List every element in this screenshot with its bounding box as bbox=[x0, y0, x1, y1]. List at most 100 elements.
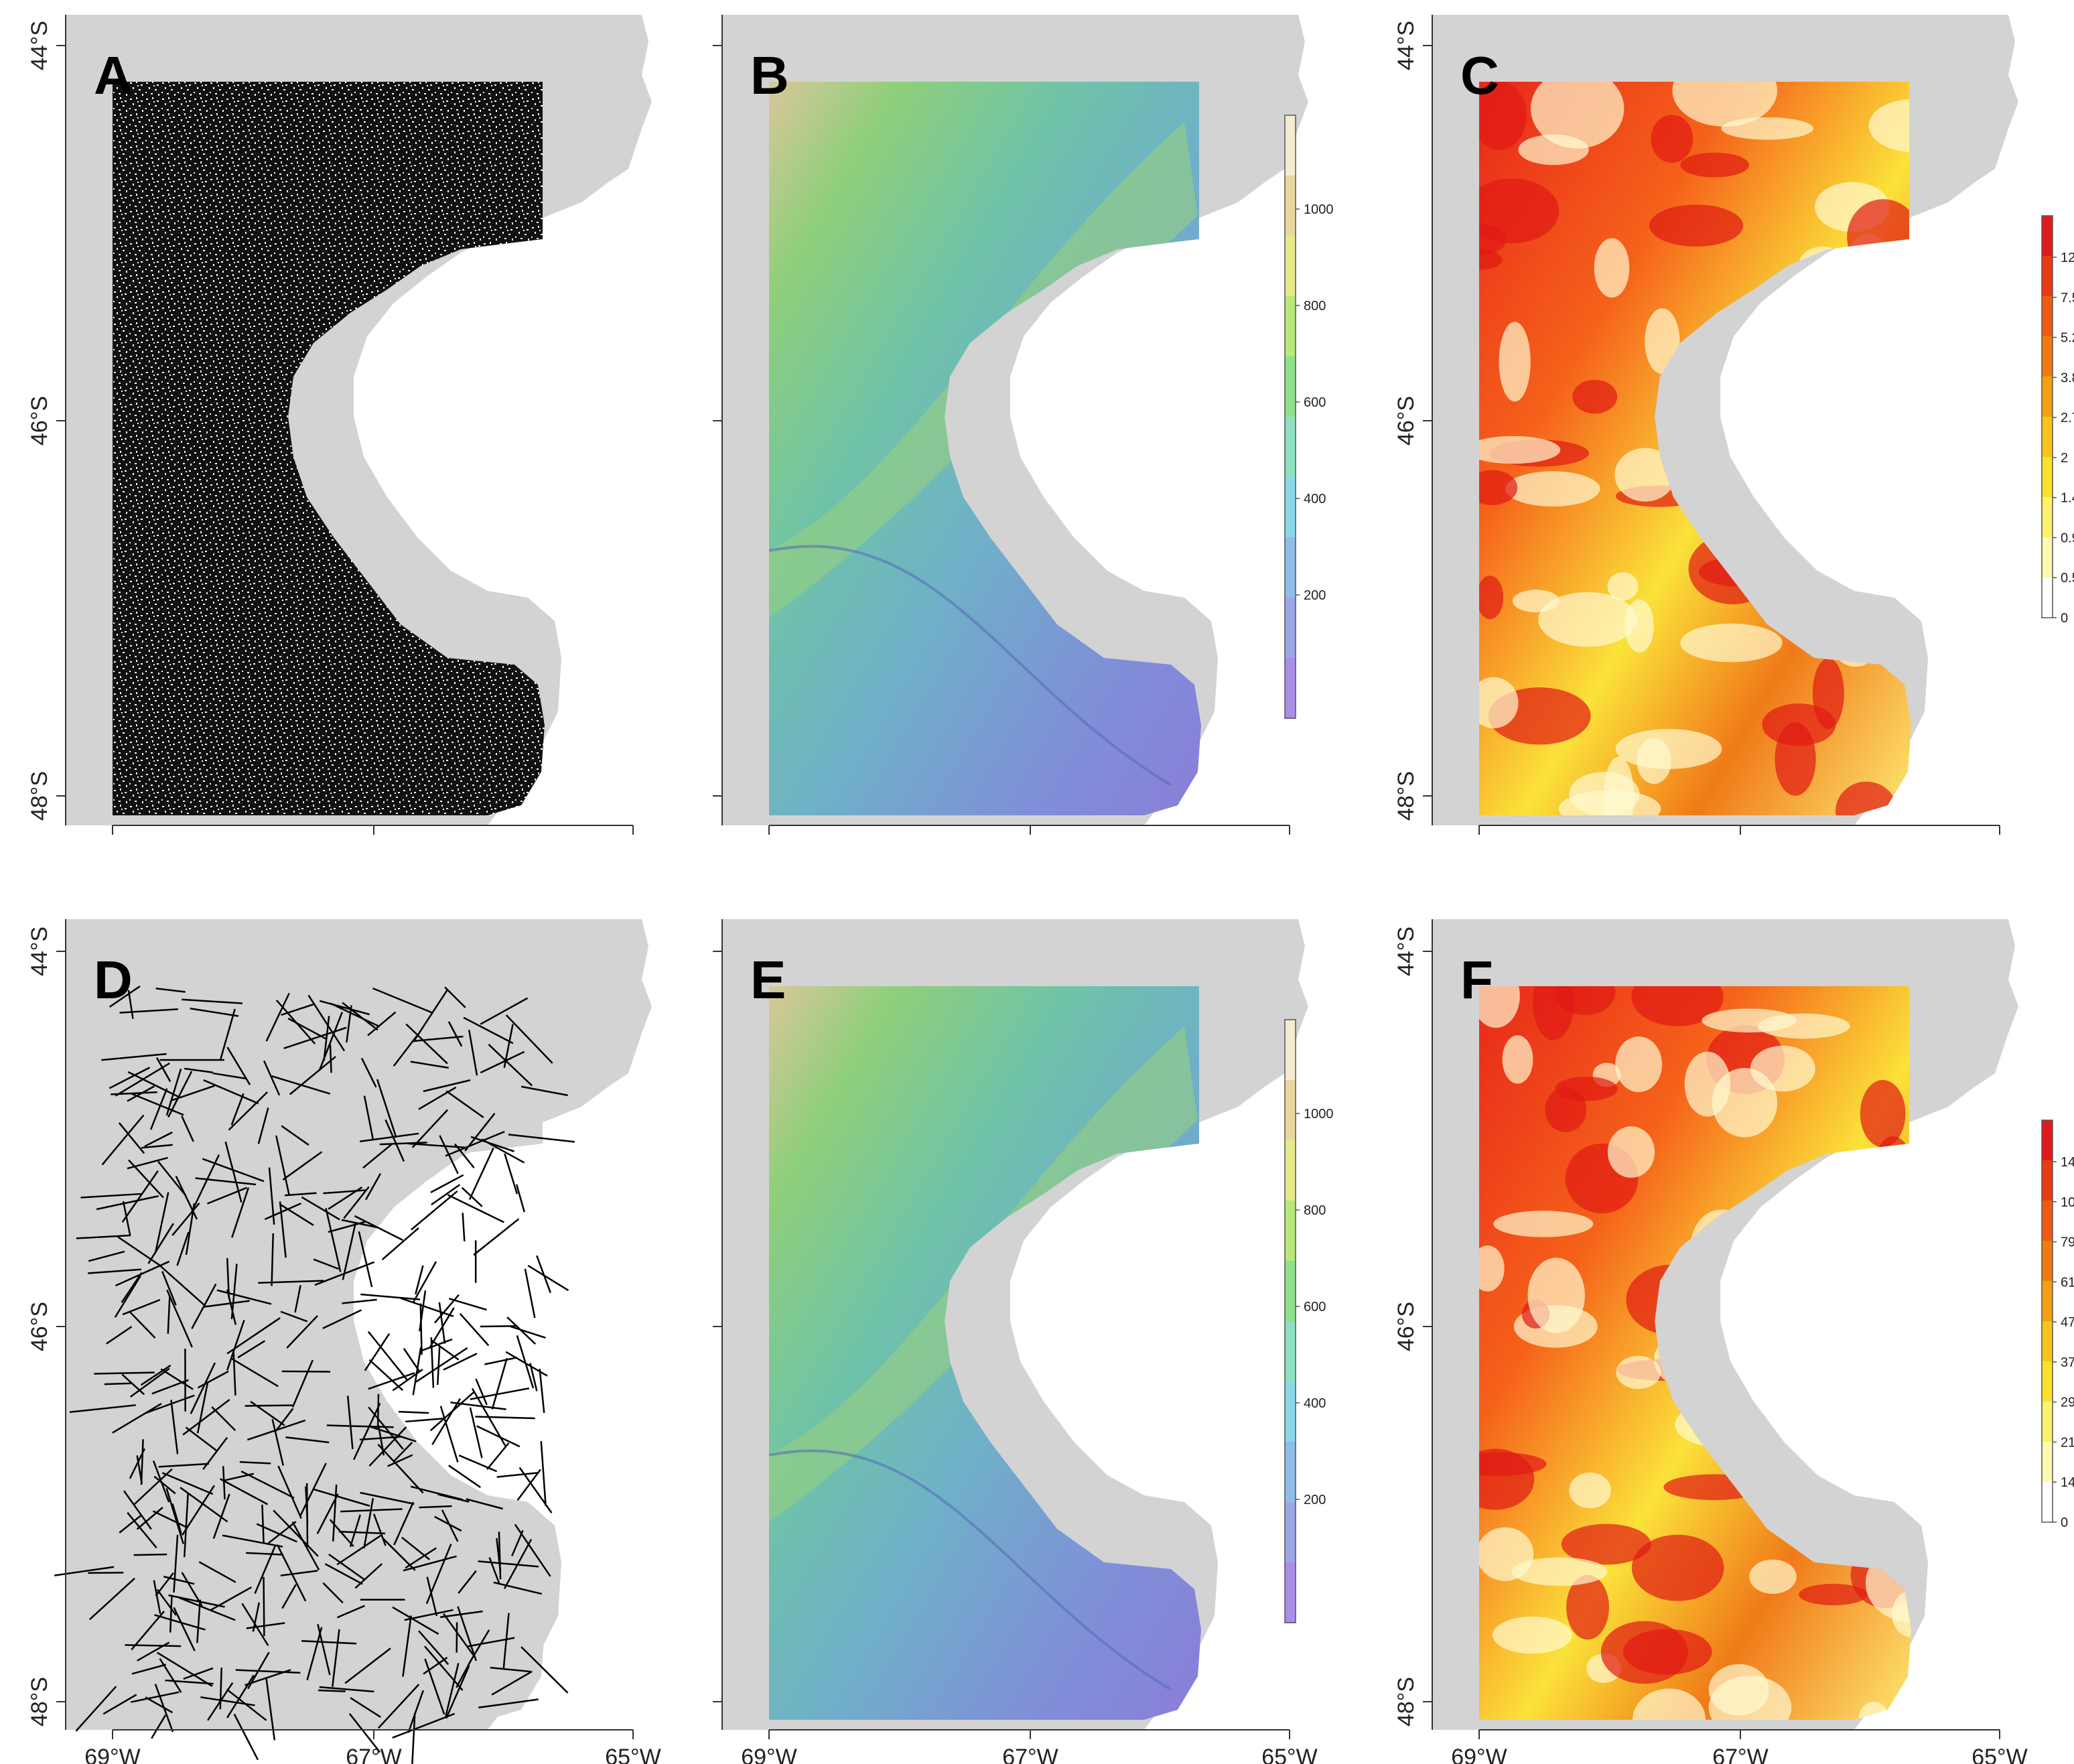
colorbar-swatch bbox=[2042, 1120, 2053, 1161]
colorbar-label: 0.5 bbox=[2061, 571, 2074, 586]
y-tick-label: 48°S bbox=[27, 771, 52, 821]
study-region-lines bbox=[113, 986, 545, 1720]
x-tick-label: 69°W bbox=[741, 1745, 797, 1764]
colorbar-frame bbox=[1284, 1019, 1296, 1623]
colorbar-swatch bbox=[2042, 1321, 2053, 1362]
colorbar-swatch bbox=[1285, 1442, 1296, 1503]
colorbar-label: 1000 bbox=[1304, 1107, 1334, 1122]
colorbar-swatch bbox=[2042, 1281, 2053, 1322]
map-panel-d: 69°W 67°W 65°W 44°S 46°S 48°S D bbox=[27, 919, 661, 1764]
colorbar-swatch bbox=[2042, 457, 2053, 498]
study-region-elevation bbox=[769, 82, 1201, 815]
y-tick-label: 48°S bbox=[27, 1677, 52, 1726]
colorbar-swatch bbox=[1285, 296, 1296, 357]
y-tick-label: 46°S bbox=[1393, 396, 1419, 446]
colorbar-label: 29.3 bbox=[2061, 1396, 2074, 1410]
x-tick-label: 67°W bbox=[1002, 1745, 1058, 1764]
colorbar-label: 0 bbox=[2061, 1515, 2068, 1530]
colorbar-label: 0 bbox=[2061, 611, 2068, 626]
study-region-elevation bbox=[769, 986, 1201, 1720]
colorbar-swatch bbox=[2042, 296, 2053, 337]
colorbar-label: 800 bbox=[1304, 1203, 1326, 1218]
colorbar-swatch bbox=[1285, 417, 1296, 478]
panel-label-e: E bbox=[750, 950, 786, 1010]
colorbar: 1000 800 600 400 200 bbox=[1284, 115, 1334, 719]
colorbar-label: 800 bbox=[1304, 299, 1326, 314]
colorbar-swatch bbox=[1285, 537, 1296, 598]
colorbar-label: 0.9 bbox=[2061, 531, 2074, 545]
colorbar-swatch bbox=[2042, 417, 2053, 458]
colorbar-swatch bbox=[2042, 336, 2053, 377]
colorbar-label: 21.7 bbox=[2061, 1435, 2074, 1450]
colorbar-swatch bbox=[1285, 1502, 1296, 1563]
colorbar-swatch bbox=[2042, 216, 2053, 257]
colorbar: 145.6 105.1 79.6 61.2 47.6 37.5 29.3 21.7 14.1 0 bbox=[2041, 1120, 2074, 1530]
colorbar-swatch bbox=[1285, 1201, 1296, 1262]
colorbar-swatch bbox=[2042, 1160, 2053, 1201]
colorbar-label: 7.5 bbox=[2061, 291, 2074, 306]
colorbar-label: 79.6 bbox=[2061, 1235, 2074, 1250]
colorbar-label: 1.4 bbox=[2061, 491, 2074, 506]
y-tick-label: 44°S bbox=[1393, 21, 1419, 70]
colorbar-swatch bbox=[2042, 1361, 2053, 1402]
map-panel-b: B 1000 800 600 400 200 bbox=[713, 15, 1334, 835]
colorbar-swatch bbox=[2042, 1402, 2053, 1442]
colorbar-swatch bbox=[2042, 1241, 2053, 1282]
panel-label-b: B bbox=[750, 46, 789, 105]
colorbar-label: 12.2 bbox=[2061, 251, 2074, 265]
y-tick-label: 48°S bbox=[1393, 771, 1419, 821]
colorbar-label: 3.8 bbox=[2061, 370, 2074, 385]
colorbar-frame bbox=[2041, 215, 2053, 618]
colorbar-label: 61.2 bbox=[2061, 1275, 2074, 1290]
colorbar-swatch bbox=[2042, 1201, 2053, 1241]
x-tick-label: 67°W bbox=[1712, 1745, 1769, 1764]
colorbar-swatch bbox=[1285, 1562, 1296, 1623]
colorbar-swatch bbox=[1285, 658, 1296, 719]
panel-label-f: F bbox=[1460, 950, 1493, 1010]
colorbar-label: 145.6 bbox=[2061, 1155, 2074, 1170]
colorbar-label: 47.6 bbox=[2061, 1315, 2074, 1330]
colorbar-swatch bbox=[1285, 1020, 1296, 1081]
colorbar-frame bbox=[2041, 1120, 2053, 1523]
y-tick-label: 44°S bbox=[27, 927, 52, 976]
colorbar-swatch bbox=[2042, 377, 2053, 417]
panel-label-c: C bbox=[1460, 46, 1499, 105]
colorbar-swatch bbox=[1285, 1381, 1296, 1442]
colorbar-swatch bbox=[1285, 176, 1296, 236]
panel-label-d: D bbox=[94, 950, 133, 1010]
colorbar-swatch bbox=[2042, 537, 2053, 578]
colorbar-label: 600 bbox=[1304, 395, 1326, 410]
colorbar-swatch bbox=[1285, 1080, 1296, 1141]
x-tick-label: 69°W bbox=[1451, 1745, 1507, 1764]
colorbar-label: 5.2 bbox=[2061, 331, 2074, 346]
colorbar-label: 200 bbox=[1304, 588, 1326, 603]
study-region-random-raster bbox=[113, 82, 545, 815]
map-panel-f: 69°W 67°W 65°W 44°S 46°S 48°S F 145.6 105.1 79.6 6… bbox=[1393, 919, 2074, 1764]
colorbar-swatch bbox=[2042, 497, 2053, 538]
colorbar-frame bbox=[1284, 115, 1296, 719]
x-tick-label: 65°W bbox=[605, 1745, 661, 1764]
y-tick-label: 48°S bbox=[1393, 1677, 1419, 1726]
y-tick-label: 46°S bbox=[27, 396, 52, 446]
colorbar-swatch bbox=[1285, 477, 1296, 538]
x-tick-label: 65°W bbox=[1261, 1745, 1318, 1764]
colorbar-swatch bbox=[1285, 356, 1296, 417]
y-tick-label: 46°S bbox=[1393, 1302, 1419, 1351]
colorbar-swatch bbox=[1285, 1261, 1296, 1322]
y-tick-label: 44°S bbox=[27, 21, 52, 70]
colorbar-label: 37.5 bbox=[2061, 1355, 2074, 1370]
colorbar-label: 1000 bbox=[1304, 202, 1334, 217]
colorbar-swatch bbox=[1285, 598, 1296, 659]
colorbar-swatch bbox=[1285, 1140, 1296, 1201]
map-panel-c: 44°S 46°S 48°S C 12.2 7.5 5.2 3.8 2.7 2 1.4 0.9 0.5 0 bbox=[1393, 15, 2074, 835]
colorbar-swatch bbox=[1285, 115, 1296, 176]
colorbar: 1000 800 600 400 200 bbox=[1284, 1019, 1334, 1623]
colorbar-swatch bbox=[1285, 1321, 1296, 1382]
colorbar-label: 105.1 bbox=[2061, 1195, 2074, 1210]
colorbar: 12.2 7.5 5.2 3.8 2.7 2 1.4 0.9 0.5 0 bbox=[2041, 215, 2074, 626]
colorbar-swatch bbox=[2042, 256, 2053, 297]
colorbar-swatch bbox=[2042, 1442, 2053, 1483]
colorbar-label: 600 bbox=[1304, 1300, 1326, 1314]
colorbar-label: 400 bbox=[1304, 492, 1326, 506]
x-tick-label: 67°W bbox=[346, 1745, 402, 1764]
